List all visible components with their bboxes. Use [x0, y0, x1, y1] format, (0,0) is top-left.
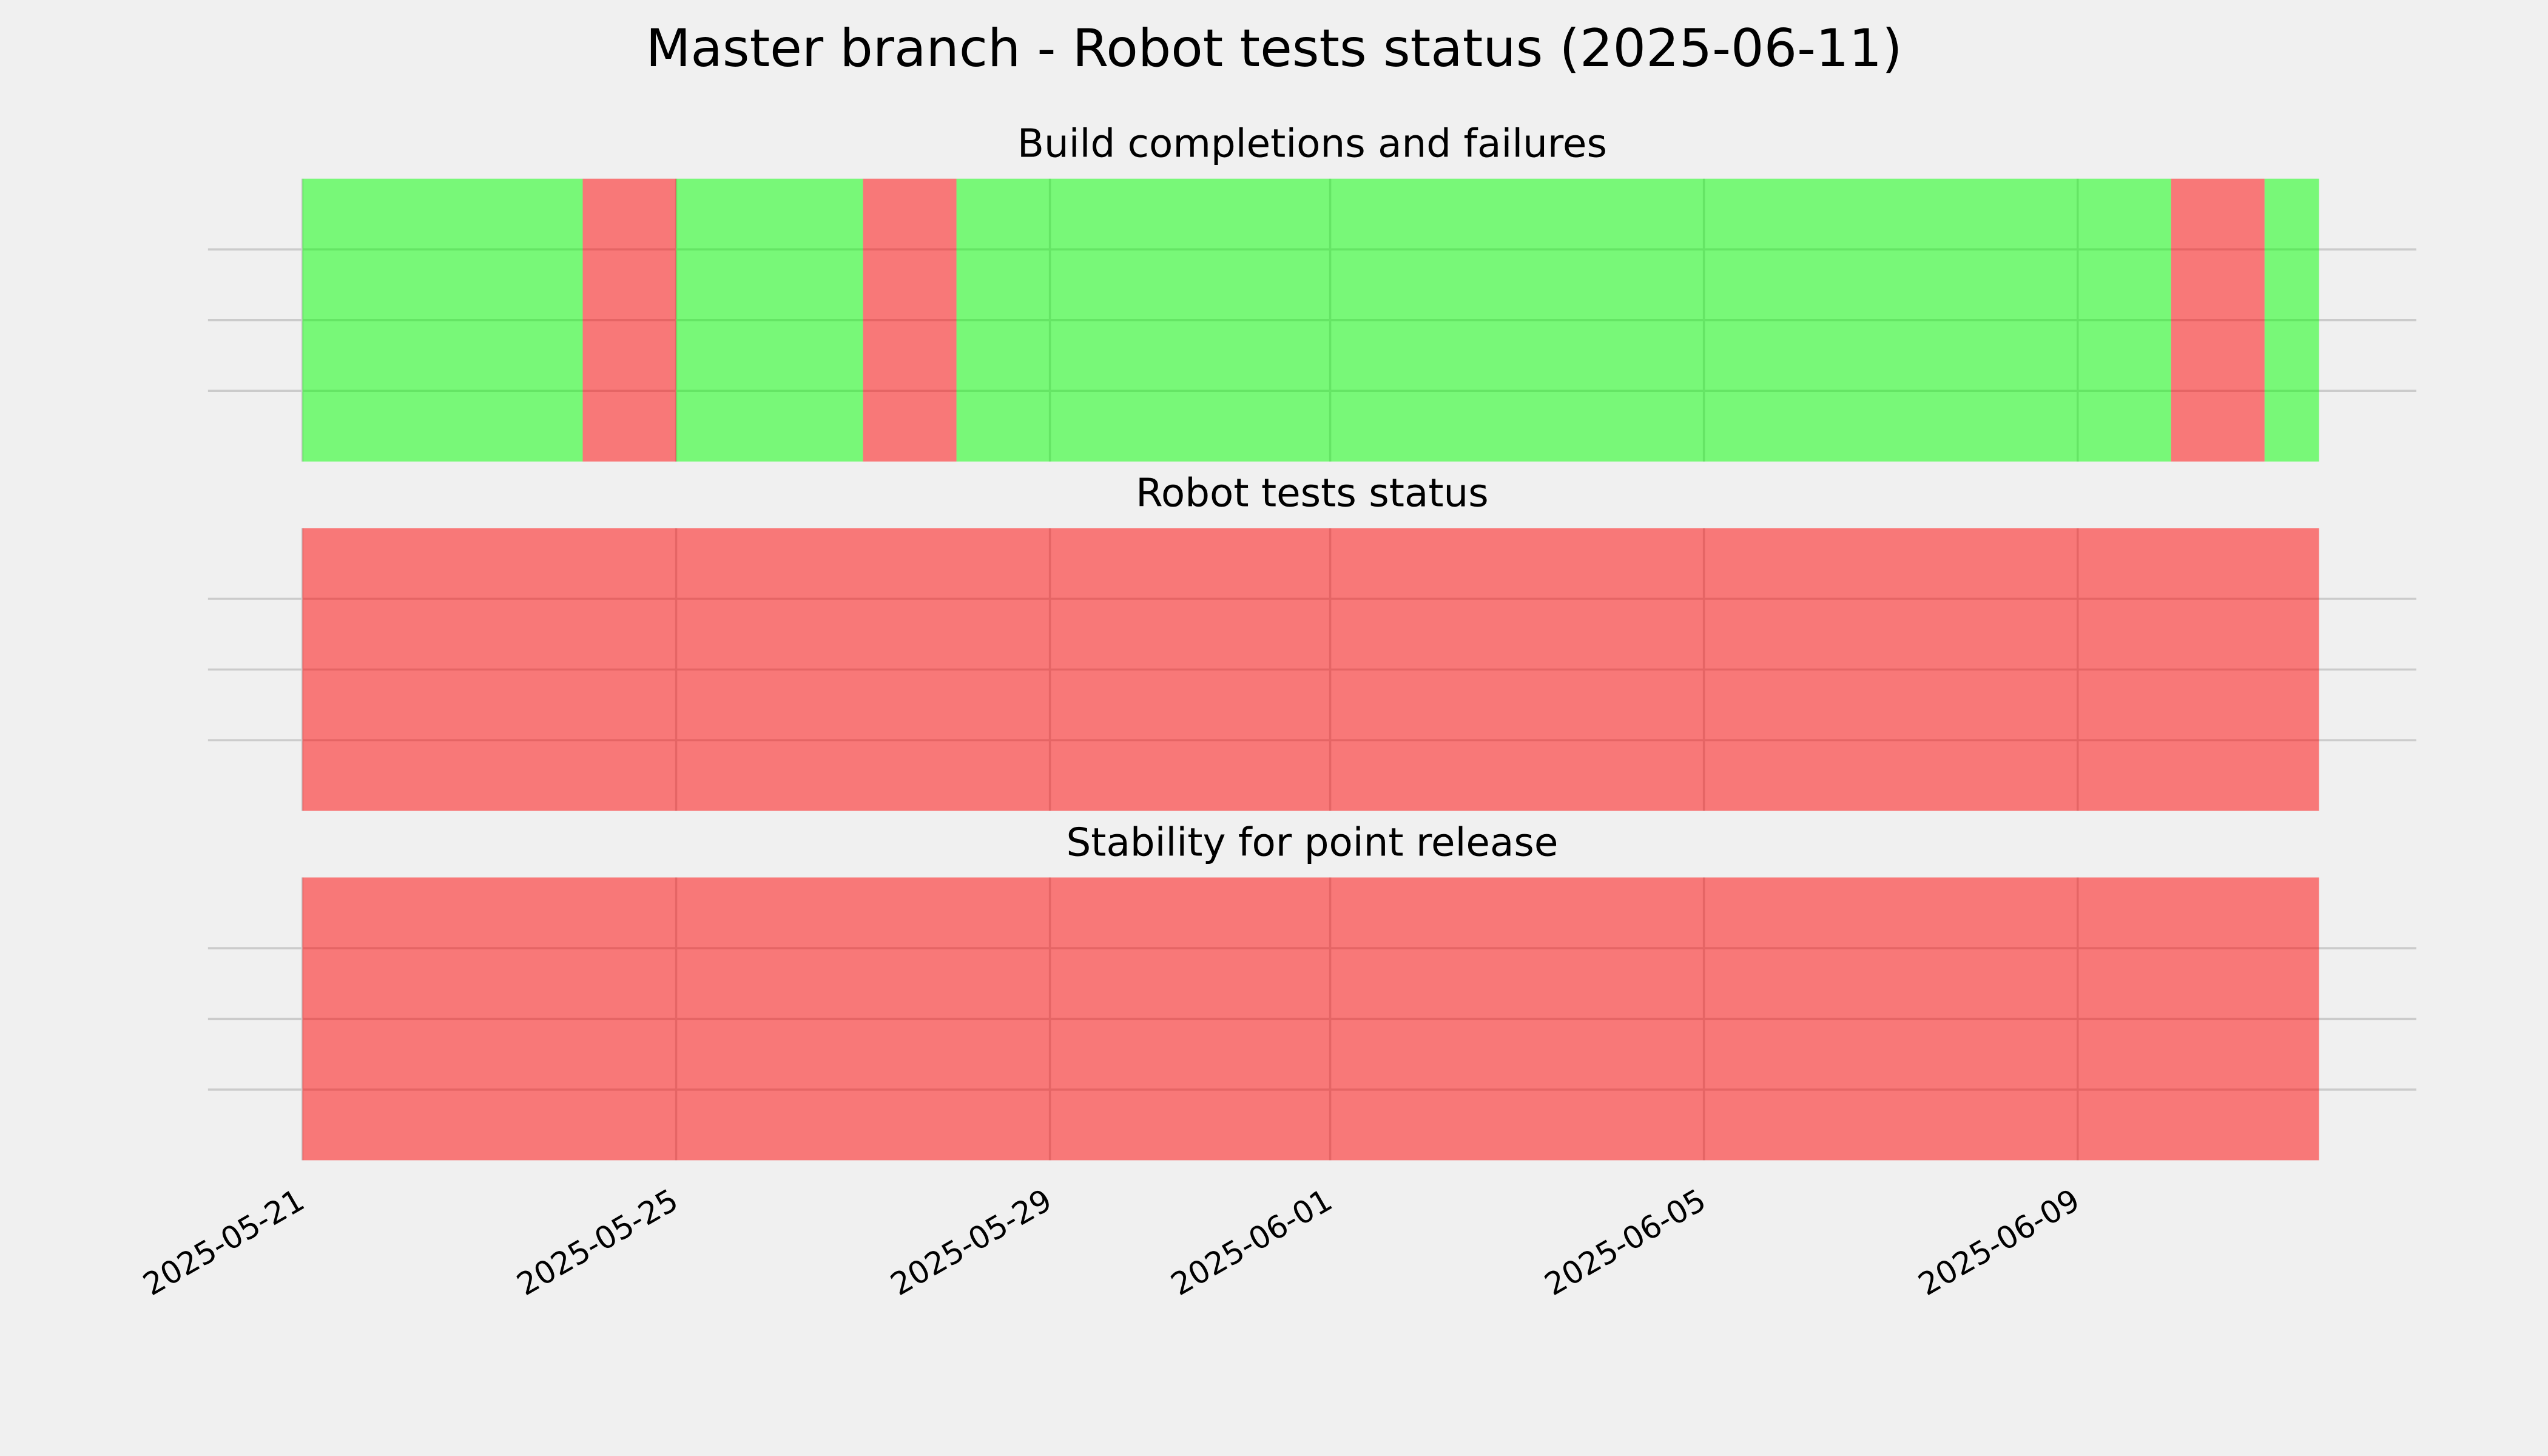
status-span [582, 178, 676, 462]
panel-title: Build completions and failures [1017, 121, 1607, 167]
status-span [302, 178, 583, 462]
status-span [2264, 178, 2319, 462]
status-span [302, 528, 2319, 811]
status-span [863, 178, 957, 462]
status-span [302, 877, 2319, 1161]
chart-title: Master branch - Robot tests status (2025… [645, 18, 1902, 79]
panel-title: Stability for point release [1067, 820, 1559, 865]
status-span [956, 178, 2171, 462]
status-span [676, 178, 863, 462]
panel-title: Robot tests status [1136, 471, 1489, 516]
status-span [2171, 178, 2265, 462]
